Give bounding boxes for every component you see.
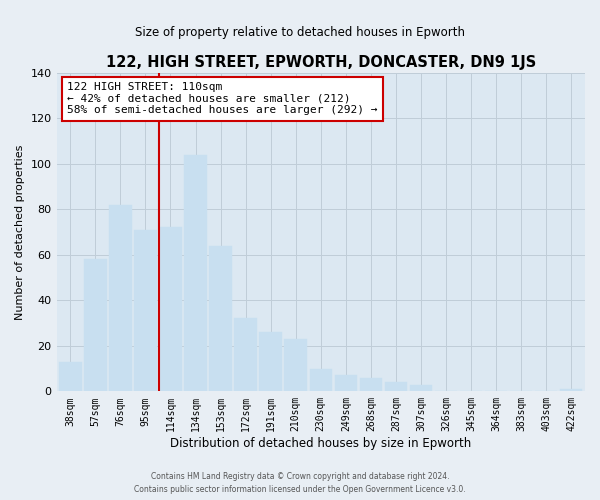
Bar xyxy=(284,339,307,392)
X-axis label: Distribution of detached houses by size in Epworth: Distribution of detached houses by size … xyxy=(170,437,472,450)
Bar xyxy=(184,154,207,392)
Bar xyxy=(84,260,107,392)
Bar xyxy=(359,378,382,392)
Bar xyxy=(385,382,407,392)
Bar xyxy=(259,332,282,392)
Bar xyxy=(310,368,332,392)
Text: Size of property relative to detached houses in Epworth: Size of property relative to detached ho… xyxy=(135,26,465,39)
Y-axis label: Number of detached properties: Number of detached properties xyxy=(15,144,25,320)
Bar xyxy=(335,376,357,392)
Bar xyxy=(235,318,257,392)
Bar xyxy=(410,384,432,392)
Bar xyxy=(560,389,583,392)
Title: 122, HIGH STREET, EPWORTH, DONCASTER, DN9 1JS: 122, HIGH STREET, EPWORTH, DONCASTER, DN… xyxy=(106,55,536,70)
Text: 122 HIGH STREET: 110sqm
← 42% of detached houses are smaller (212)
58% of semi-d: 122 HIGH STREET: 110sqm ← 42% of detache… xyxy=(67,82,377,116)
Bar xyxy=(209,246,232,392)
Text: Contains HM Land Registry data © Crown copyright and database right 2024.
Contai: Contains HM Land Registry data © Crown c… xyxy=(134,472,466,494)
Bar xyxy=(134,230,157,392)
Bar xyxy=(159,228,182,392)
Bar xyxy=(109,204,131,392)
Bar xyxy=(59,362,82,392)
